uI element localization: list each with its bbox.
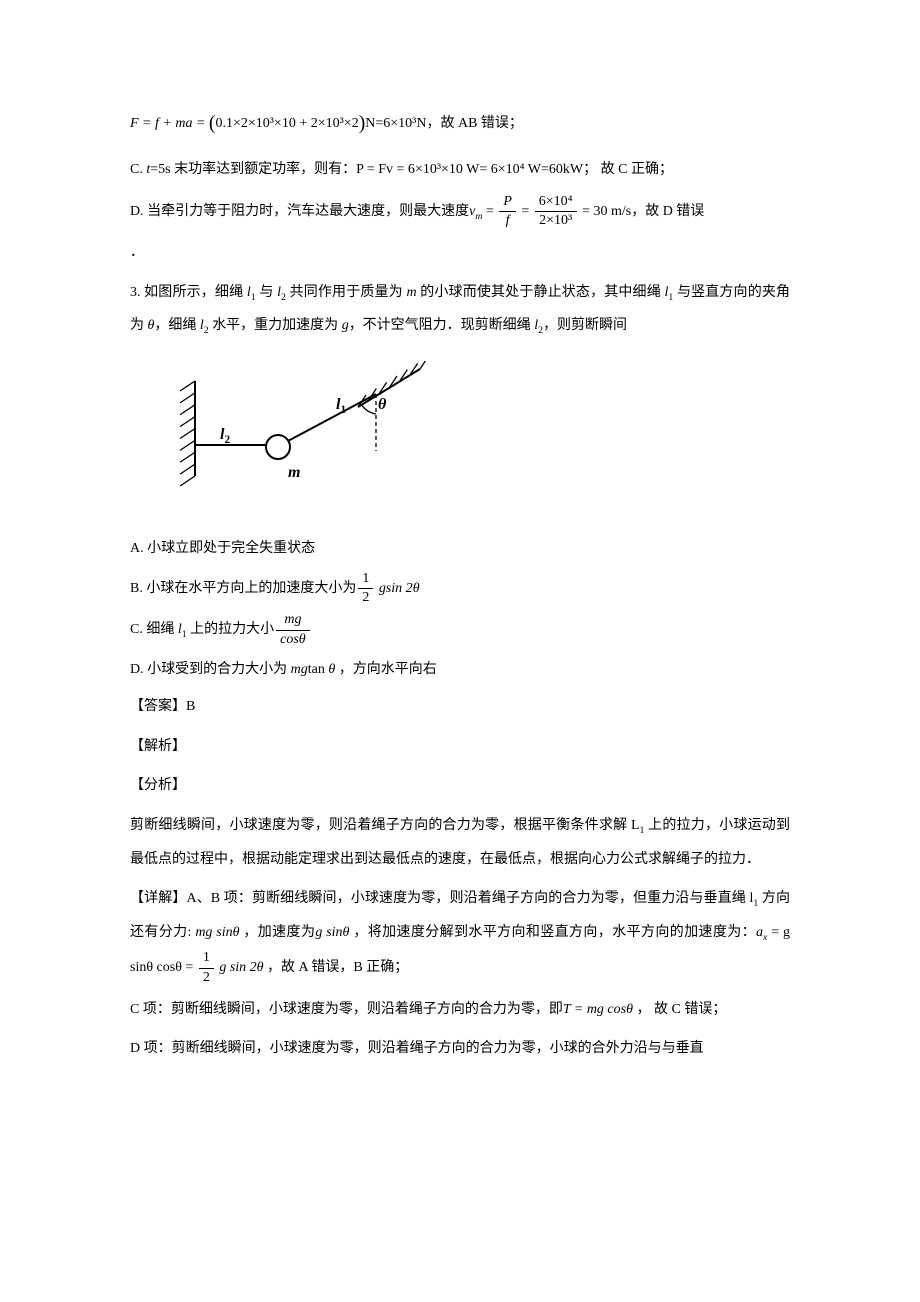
svg-text:θ: θ (378, 396, 387, 413)
solution-line-d: D. 当牵引力等于阻力时，汽车达最大速度，则最大速度vm = Pf = 6×10… (130, 193, 790, 230)
option-c: C. 细绳 l1 上的拉力大小mgcosθ (130, 611, 790, 648)
svg-text:m: m (288, 464, 300, 481)
detail-c: C 项：剪断细线瞬间，小球速度为零，则沿着绳子方向的合力为零，即T = mg c… (130, 993, 790, 1027)
answer-line: 【答案】B (130, 690, 790, 724)
question-3-stem: 3. 如图所示，细绳 l1 与 l2 共同作用于质量为 m 的小球而使其处于静止… (130, 276, 790, 343)
detail-d: D 项：剪断细线瞬间，小球速度为零，则沿着绳子方向的合力为零，小球的合外力沿与与… (130, 1032, 790, 1066)
solution-line-c: C. t=5s 末功率达到额定功率，则有：P = Fv = 6×10³×10 W… (130, 153, 790, 187)
formula-f: F = f + ma = (0.1×2×10³×10 + 2×10³×2) (130, 116, 365, 131)
svg-text:l1: l1 (336, 396, 346, 416)
formula-vm: vm = Pf = 6×10⁴2×10³ = 30 (469, 204, 607, 219)
solution-line-ab: F = f + ma = (0.1×2×10³×10 + 2×10³×2)N=6… (130, 100, 790, 147)
option-d: D. 小球受到的合力大小为 mgtan θ ，方向水平向右 (130, 653, 790, 687)
solution-line-d-end: ． (130, 236, 790, 270)
formula-p: P = Fv = 6×10³×10 (356, 162, 463, 177)
question-3-diagram: l1 l2 θ m (160, 361, 790, 515)
pendulum-diagram-svg: l1 l2 θ m (160, 361, 430, 501)
detail-ab: 【详解】A、B 项：剪断细线瞬间，小球速度为零，则沿着绳子方向的合力为零，但重力… (130, 882, 790, 987)
option-a: A. 小球立即处于完全失重状态 (130, 532, 790, 566)
fenxi-label: 【分析】 (130, 769, 790, 803)
option-b: B. 小球在水平方向上的加速度大小为12 gsin 2θ (130, 570, 790, 607)
analysis-text: 剪断细线瞬间，小球速度为零，则沿着绳子方向的合力为零，根据平衡条件求解 L1 上… (130, 809, 790, 876)
jiexi-label: 【解析】 (130, 730, 790, 764)
svg-text:l2: l2 (220, 426, 230, 446)
